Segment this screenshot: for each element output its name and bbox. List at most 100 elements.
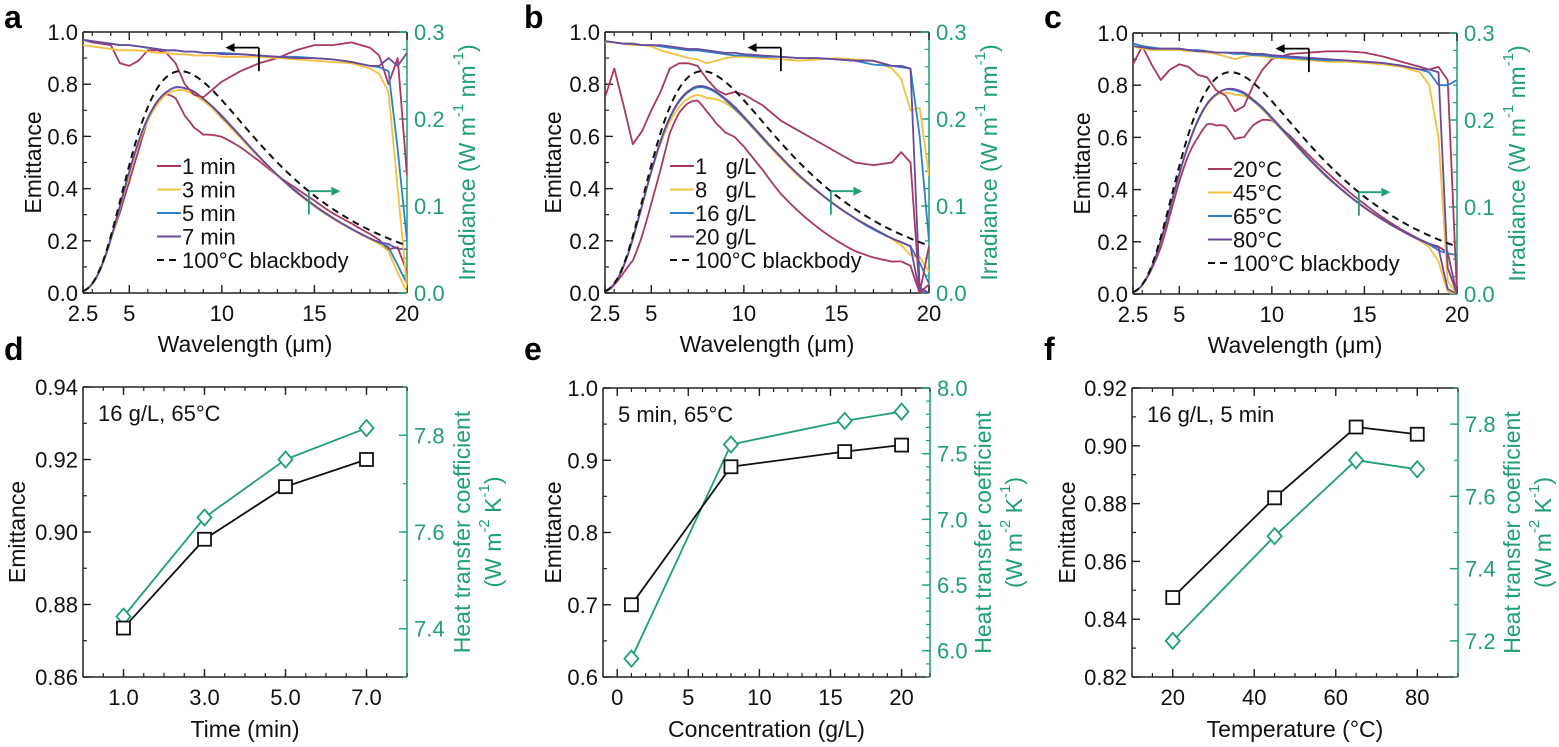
- y-tick-label: 0.8: [1097, 73, 1128, 98]
- y-tick-label: 0.92: [35, 448, 78, 473]
- emittance-square-marker: [837, 444, 853, 459]
- arrow-right-icon: [853, 186, 863, 196]
- htc-diamond-marker: [277, 450, 294, 469]
- y-tick-label: 0.8: [47, 72, 78, 97]
- irradiance-curve-4: [605, 85, 929, 293]
- x-tick-label: 10: [747, 685, 771, 710]
- y-tick-label: 0.0: [569, 281, 600, 306]
- y-tick-label: 1.0: [569, 20, 600, 45]
- y-tick-label: 0.6: [1097, 125, 1128, 150]
- label-part: nm: [1504, 66, 1530, 104]
- emittance-line: [630, 444, 902, 606]
- htc-diamond-marker: [1164, 631, 1181, 651]
- legend-label: 100°C blackbody: [1233, 251, 1400, 276]
- y-tick-label: 0.84: [1084, 607, 1127, 632]
- legend-label: 45°C: [1233, 181, 1282, 206]
- superscript: -1: [450, 52, 467, 65]
- emittance-square-marker: [1409, 426, 1425, 442]
- blackbody-curve: [605, 70, 929, 293]
- x-tick-label: 15: [824, 301, 848, 326]
- x-tick-label: 5.0: [270, 685, 301, 710]
- panel-f: f 20 40 60 80 0.82 0.84 0.86 0.88 0.90 0.92 7.2 7.4 7…: [1044, 331, 1556, 742]
- y-right-tick-label: 8.0: [937, 376, 968, 401]
- y-right-tick-label: 0.0: [414, 281, 445, 306]
- htc-diamond-marker: [836, 411, 853, 431]
- legend-label: 5 min: [182, 201, 236, 226]
- y-tick-label: 0.86: [1084, 549, 1127, 574]
- irradiance-curve-4: [1133, 87, 1457, 294]
- x-axis-label: Wavelength (μm): [680, 331, 855, 357]
- legend-label: 100°C blackbody: [695, 248, 862, 273]
- y-tick-label: 0.90: [35, 520, 78, 545]
- y-tick-label: 0.0: [1097, 282, 1128, 307]
- y-axis-label: Emittance: [20, 111, 46, 213]
- label-part: ): [1504, 45, 1530, 53]
- y-tick-label: 1.0: [1097, 21, 1128, 46]
- htc-diamond-marker: [722, 435, 740, 454]
- y-right-axis-label: (W m-2 K-1): [476, 476, 506, 587]
- label-part: ): [1530, 477, 1556, 485]
- x-axis-label: Wavelength (μm): [1208, 332, 1383, 358]
- x-axis-label: Concentration (g/L): [668, 716, 865, 742]
- emittance-square-marker: [624, 597, 639, 613]
- label-part: K: [1530, 497, 1556, 519]
- label-part: Irradiance (W m: [976, 117, 1002, 281]
- x-tick-label: 20: [1161, 685, 1185, 710]
- emittance-square-marker: [359, 452, 374, 467]
- panel-letter: e: [524, 331, 542, 367]
- x-tick-label: 20: [1445, 302, 1469, 327]
- y-right-axis-label-line1: Heat transfer coefficient: [970, 411, 996, 654]
- x-axis-label: Time (min): [190, 716, 299, 742]
- y-tick-label: 0.4: [569, 177, 600, 202]
- y-tick-label: 0.7: [567, 593, 598, 618]
- x-axis-label: Wavelength (μm): [158, 331, 333, 357]
- label-part: K: [480, 497, 506, 519]
- x-tick-label: 15: [1352, 302, 1376, 327]
- y-right-tick-label: 6.5: [937, 573, 968, 598]
- emittance-curve-4: [83, 38, 407, 67]
- legend-label: 100°C blackbody: [182, 248, 349, 273]
- x-tick-label: 7.0: [351, 685, 382, 710]
- plot-area: [1133, 42, 1457, 294]
- x-tick-label: 0: [611, 685, 623, 710]
- y-tick-label: 0.94: [35, 375, 78, 400]
- y-tick-label: 1.0: [47, 20, 78, 45]
- x-tick-label: 10: [1260, 302, 1284, 327]
- htc-line: [1172, 459, 1418, 642]
- y-tick-label: 0.6: [47, 124, 78, 149]
- y-right-axis-label: (W m-2 K-1): [997, 477, 1027, 588]
- superscript: -1: [972, 52, 989, 65]
- label-part: ): [976, 44, 1002, 52]
- htc-line: [630, 410, 902, 659]
- y-right-tick-label: 0.3: [1464, 21, 1495, 46]
- x-tick-label: 20: [917, 301, 941, 326]
- y-right-tick-label: 7.6: [1465, 484, 1496, 509]
- y-tick-label: 0.82: [1084, 665, 1127, 690]
- y-tick-label: 0.86: [35, 665, 78, 690]
- htc-line: [122, 427, 367, 618]
- y-tick-label: 0.9: [567, 448, 598, 473]
- x-tick-label: 2.5: [1118, 302, 1149, 327]
- superscript: -1: [972, 104, 989, 117]
- y-right-tick-label: 0.1: [1464, 195, 1495, 220]
- y-right-axis-label: Irradiance (W m-1 nm-1): [450, 44, 480, 280]
- y-tick-label: 0.0: [47, 281, 78, 306]
- superscript: -2: [476, 519, 493, 532]
- panel-e: e 0 5 10 15 20 0.6 0.7 0.8 0.9 1.0 6.0 6.5 7.0 7.5 8.0 C…: [524, 331, 1027, 742]
- y-tick-label: 0.2: [569, 229, 600, 254]
- y-right-tick-label: 0.0: [936, 281, 967, 306]
- emittance-curve-1: [1133, 45, 1457, 294]
- x-tick-label: 2.5: [68, 301, 99, 326]
- y-right-tick-label: 7.8: [414, 423, 445, 448]
- y-right-axis-label-line1: Heat transfer coefficient: [1499, 411, 1525, 654]
- x-tick-label: 10: [210, 301, 234, 326]
- emittance-curve-1: [83, 38, 407, 176]
- blackbody-curve: [1133, 71, 1457, 294]
- emittance-square-marker: [723, 459, 739, 475]
- label-part: Irradiance (W m: [454, 117, 480, 281]
- panel-a: a2.5 5 10 15 200.00.20.40.60.81.00.00.10.20.…: [4, 0, 480, 357]
- y-tick-label: 0.6: [567, 665, 598, 690]
